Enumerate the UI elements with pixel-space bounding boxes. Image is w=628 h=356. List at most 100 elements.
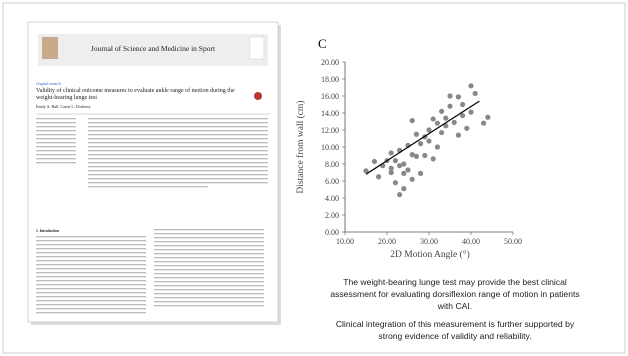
- text-line: [88, 158, 268, 159]
- text-line: [88, 134, 268, 135]
- point: [431, 156, 436, 161]
- point: [473, 91, 478, 96]
- text-line: [154, 293, 264, 294]
- text-line: [88, 154, 268, 155]
- point: [410, 177, 415, 182]
- text-line: [154, 233, 264, 234]
- text-line: [36, 130, 76, 131]
- text-line: [154, 297, 264, 298]
- point: [389, 170, 394, 175]
- text-line: [36, 162, 76, 163]
- point: [372, 159, 377, 164]
- text-line: [154, 265, 264, 266]
- intro-heading: 1. Introduction: [36, 229, 59, 233]
- point: [439, 130, 444, 135]
- y-tick-label: 16.00: [321, 92, 339, 101]
- text-line: [36, 122, 76, 123]
- paper-authors: Emily A. Hall, Carrie L. Docherty: [36, 104, 91, 109]
- point: [401, 186, 406, 191]
- point: [485, 115, 490, 120]
- point: [431, 116, 436, 121]
- text-line: [88, 146, 268, 147]
- point: [468, 83, 473, 88]
- point: [452, 120, 457, 125]
- text-line: [88, 178, 268, 179]
- text-line: [154, 237, 264, 238]
- text-line: [154, 261, 264, 262]
- x-tick-label: 50.00: [504, 237, 522, 246]
- point: [435, 121, 440, 126]
- text-line: [154, 289, 264, 290]
- y-tick-label: 18.00: [321, 75, 339, 84]
- slide: C 2D Motion Angle (°) Distance from wall…: [0, 0, 628, 356]
- text-line: [154, 257, 264, 258]
- text-line: [154, 285, 264, 286]
- point: [418, 171, 423, 176]
- x-tick-label: 10.00: [336, 237, 354, 246]
- text-line: [36, 284, 146, 285]
- text-line: [88, 170, 268, 171]
- point: [418, 141, 423, 146]
- text-line: [36, 134, 76, 135]
- point: [460, 102, 465, 107]
- text-line: [88, 150, 268, 151]
- text-line: [88, 182, 268, 183]
- point: [389, 150, 394, 155]
- text-line: [36, 304, 146, 305]
- text-line: [36, 288, 146, 289]
- text-line: [36, 118, 76, 119]
- y-tick-label: 20.00: [321, 58, 339, 67]
- text-line: [88, 174, 268, 175]
- trend-line: [366, 101, 479, 174]
- paper-title: Validity of clinical outcome measures to…: [36, 88, 241, 102]
- text-line: [36, 308, 146, 309]
- point: [414, 154, 419, 159]
- text-line: [36, 252, 146, 253]
- text-line: [36, 126, 76, 127]
- point: [481, 121, 486, 126]
- text-line: [88, 142, 268, 143]
- point: [435, 144, 440, 149]
- text-line: [154, 269, 264, 270]
- caption: The weight-bearing lunge test may provid…: [330, 276, 580, 312]
- text-line: [36, 272, 146, 273]
- paper-section: Original research: [36, 82, 61, 86]
- text-line: [154, 229, 264, 230]
- text-line: [36, 280, 146, 281]
- text-line: [154, 249, 264, 250]
- plot: 0.002.004.006.008.0010.0012.0014.0016.00…: [321, 58, 522, 246]
- y-tick-label: 8.00: [325, 160, 339, 169]
- y-tick-label: 6.00: [325, 177, 339, 186]
- text-line: [154, 301, 264, 302]
- text-line: [36, 296, 146, 297]
- text-line: [36, 154, 76, 155]
- journal-name: Journal of Science and Medicine in Sport: [40, 44, 266, 53]
- point: [447, 104, 452, 109]
- crossmark: [254, 92, 262, 100]
- point: [397, 192, 402, 197]
- y-tick-label: 4.00: [325, 194, 339, 203]
- text-line: [154, 277, 264, 278]
- caption: Clinical integration of this measurement…: [330, 318, 580, 342]
- text-line: [88, 118, 268, 119]
- text-line: [154, 281, 264, 282]
- point: [401, 171, 406, 176]
- point: [456, 94, 461, 99]
- text-line: [36, 256, 146, 257]
- text-line: [36, 138, 76, 139]
- text-line: [154, 241, 264, 242]
- text-line: [36, 236, 146, 237]
- y-tick-label: 10.00: [321, 143, 339, 152]
- y-tick-label: 12.00: [321, 126, 339, 135]
- y-tick-label: 0.00: [325, 228, 339, 237]
- x-tick-label: 20.00: [378, 237, 396, 246]
- point: [443, 116, 448, 121]
- text-line: [36, 292, 146, 293]
- point: [393, 180, 398, 185]
- text-line: [88, 126, 268, 127]
- text-line: [36, 142, 76, 143]
- text-line: [36, 158, 76, 159]
- text-line: [36, 276, 146, 277]
- point: [426, 138, 431, 143]
- x-axis-label: 2D Motion Angle (°): [390, 249, 470, 260]
